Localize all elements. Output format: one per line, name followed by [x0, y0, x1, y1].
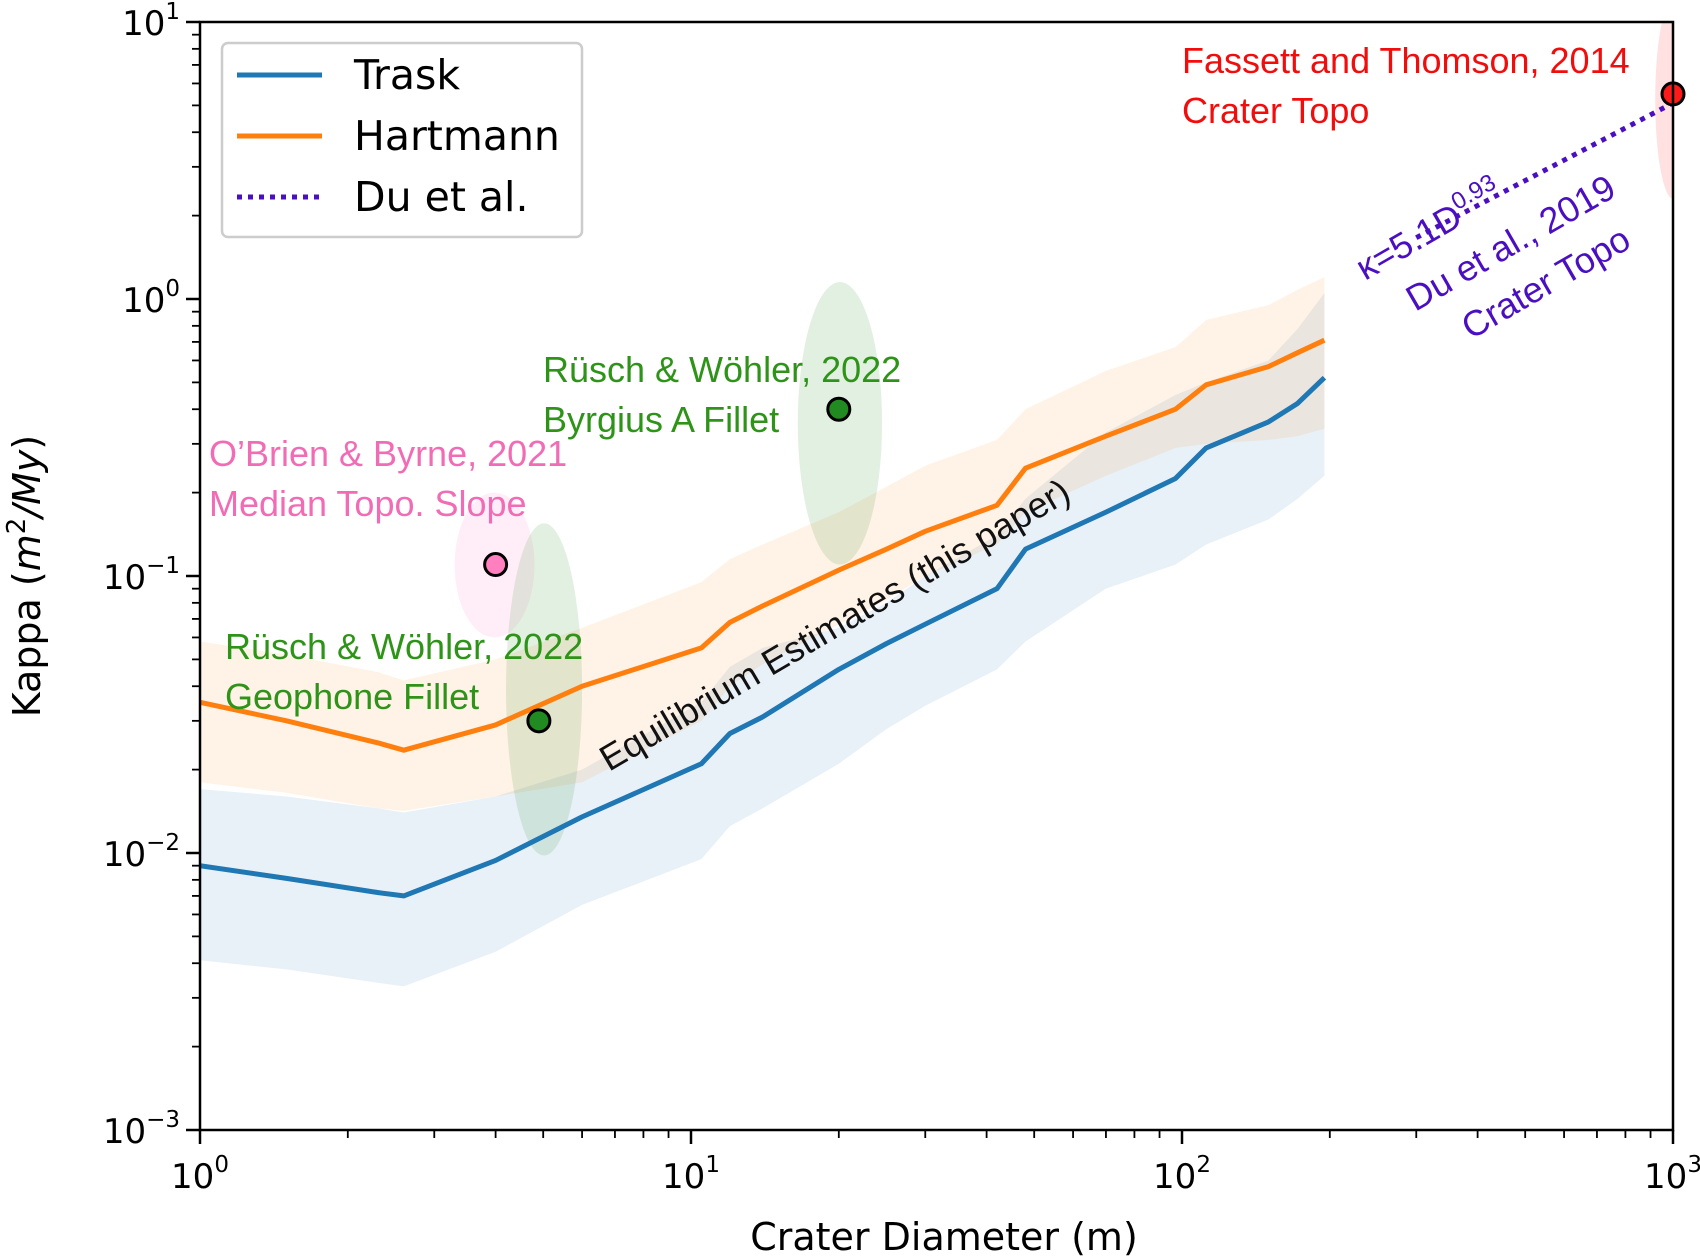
legend-label-trask: Trask [353, 51, 460, 99]
y-tick-label-2: 10−1 [103, 553, 180, 598]
x-tick-base: 10 [662, 1157, 705, 1197]
series-line-trask [200, 375, 1327, 899]
y-tick-label-1: 10−2 [103, 830, 180, 875]
x-tick-exponent: 1 [705, 1152, 720, 1178]
series-line-hartmann [200, 337, 1326, 753]
x-axis-label: Crater Diameter (m) [750, 1215, 1138, 1259]
x-tick-label-1: 101 [662, 1152, 720, 1197]
y-axis-label-exp: 2 [2, 518, 32, 535]
obrien-label-line1: O’Brien & Byrne, 2021 [209, 433, 567, 474]
x-tick-exponent: 0 [214, 1152, 229, 1178]
y-tick-exponent: 1 [165, 0, 180, 25]
obrien-label-line2: Median Topo. Slope [209, 483, 527, 524]
data-points [483, 81, 1686, 734]
uncertainty-bands [200, 277, 1325, 987]
data-point-2 [826, 396, 852, 422]
band-hartmann [200, 277, 1325, 811]
rusch-geophone-label-line1: Rüsch & Wöhler, 2022 [225, 626, 583, 667]
y-axis-label-main: Kappa ( [5, 571, 49, 717]
y-tick-base: 10 [122, 4, 165, 44]
data-point-0 [483, 552, 509, 578]
y-tick-label-3: 100 [122, 276, 180, 321]
x-tick-base: 10 [1153, 1157, 1196, 1197]
legend-label-du: Du et al. [354, 173, 528, 221]
rusch-byrgius-label-line2: Byrgius A Fillet [543, 399, 779, 440]
point-ellipse-2 [797, 282, 883, 565]
y-tick-exponent: 0 [165, 276, 180, 302]
legend-box [220, 41, 584, 239]
legend-label-hartmann: Hartmann [354, 112, 560, 160]
band-trask [200, 293, 1325, 987]
x-tick-label-2: 102 [1153, 1152, 1211, 1197]
fassett-label-line1: Fassett and Thomson, 2014 [1182, 40, 1630, 81]
y-tick-base: 10 [103, 1112, 146, 1152]
y-tick-base: 10 [103, 835, 146, 875]
y-tick-exponent: −3 [146, 1107, 180, 1133]
y-tick-label-0: 10−3 [103, 1107, 180, 1152]
y-axis-label-rest: /My [5, 449, 49, 521]
x-tick-label-3: 103 [1644, 1152, 1700, 1197]
rusch-byrgius-label-line1: Rüsch & Wöhler, 2022 [543, 349, 901, 390]
y-axis-label-units: m [5, 534, 49, 571]
x-tick-label-0: 100 [171, 1152, 229, 1197]
fassett-label-line2: Crater Topo [1182, 90, 1369, 131]
y-tick-exponent: −1 [146, 553, 180, 579]
du-annotation: κ=5.1D0.93 Du et al., 2019 Crater Topo [1349, 166, 1638, 347]
point-ellipse-1 [506, 523, 583, 856]
x-axis-ticks: 100 101 102 103 [171, 1130, 1700, 1197]
y-tick-base: 10 [103, 558, 146, 598]
y-axis-label: Kappa (m2/My) [2, 435, 49, 717]
data-point-1 [526, 708, 552, 734]
y-tick-exponent: −2 [146, 830, 180, 856]
y-axis-label-close: ) [5, 435, 49, 450]
y-tick-label-4: 101 [122, 0, 180, 44]
y-tick-base: 10 [122, 281, 165, 321]
x-tick-exponent: 3 [1687, 1152, 1700, 1178]
legend: Trask Hartmann Du et al. [220, 41, 584, 239]
x-tick-exponent: 2 [1196, 1152, 1211, 1178]
x-tick-base: 10 [171, 1157, 214, 1197]
series-lines [200, 100, 1673, 899]
rusch-geophone-label-line2: Geophone Fillet [225, 676, 479, 717]
x-tick-base: 10 [1644, 1157, 1687, 1197]
